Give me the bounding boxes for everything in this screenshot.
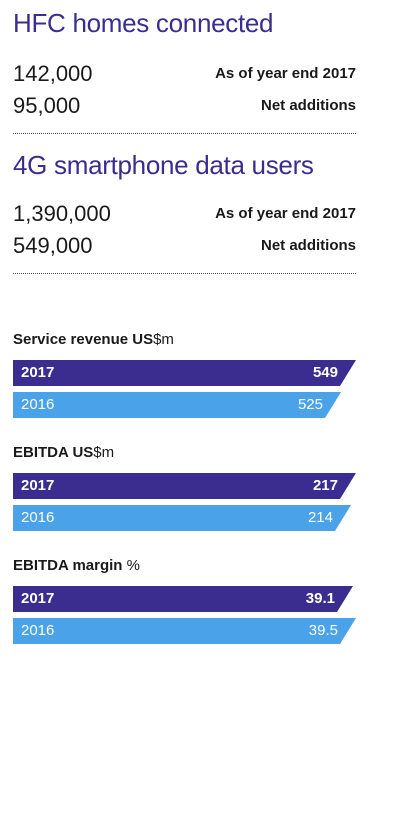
bar-2017: 2017 39.1 — [13, 586, 353, 612]
bar-shape — [13, 473, 356, 499]
bar-2017: 2017 549 — [13, 360, 356, 386]
bar-2017: 2017 217 — [13, 473, 356, 499]
hfc-title: HFC homes connected — [13, 8, 274, 38]
bar-category-label: 2017 — [21, 364, 55, 381]
4g-net-row: 549,000 Net additions — [13, 233, 356, 261]
chart-title-text: EBITDA margin — [13, 557, 123, 574]
hfc-total-label: As of year end 2017 — [215, 65, 356, 82]
hfc-net-value: 95,000 — [13, 93, 81, 118]
bar-2016: 2016 39.5 — [13, 618, 356, 644]
bar-fill — [13, 586, 353, 612]
bar-shape — [13, 586, 353, 612]
chart-title-unit: % — [122, 557, 140, 574]
bar-value-label: 39.5 — [308, 622, 338, 639]
hfc-net-label: Net additions — [260, 97, 356, 114]
bar-shape — [13, 505, 351, 531]
bar-value-label: 39.1 — [305, 590, 335, 607]
4g-net-label: Net additions — [260, 237, 356, 254]
4g-title: 4G smartphone data users — [13, 150, 314, 180]
bar-category-label: 2017 — [21, 590, 55, 607]
bar-category-label: 2017 — [21, 477, 55, 494]
chart-title: EBITDA US$m — [13, 444, 114, 461]
bar-2016: 2016 525 — [13, 392, 341, 418]
bar-value-label: 214 — [307, 509, 333, 526]
4g-total-value: 1,390,000 — [13, 201, 111, 226]
bar-category-label: 2016 — [21, 396, 55, 413]
bar-value-label: 217 — [312, 477, 338, 494]
chart-title-text: EBITDA US — [13, 444, 94, 461]
bar-fill — [13, 473, 356, 499]
bar-category-label: 2016 — [21, 509, 55, 526]
chart-title-text: Service revenue US — [13, 331, 154, 348]
chart-title-unit: $m — [93, 444, 115, 461]
divider — [13, 133, 356, 134]
hfc-net-row: 95,000 Net additions — [13, 93, 356, 121]
divider — [13, 273, 356, 274]
bar-fill — [13, 618, 356, 644]
bar-shape — [13, 360, 356, 386]
bar-2016: 2016 214 — [13, 505, 351, 531]
bar-shape — [13, 392, 341, 418]
4g-net-value: 549,000 — [13, 233, 93, 258]
bar-fill — [13, 360, 356, 386]
chart-title: EBITDA margin % — [13, 557, 140, 574]
bar-value-label: 525 — [297, 396, 323, 413]
hfc-total-value: 142,000 — [13, 61, 93, 86]
chart-title-unit: $m — [153, 331, 174, 348]
bar-category-label: 2016 — [21, 622, 55, 639]
hfc-total-row: 142,000 As of year end 2017 — [13, 61, 356, 89]
bar-value-label: 549 — [312, 364, 338, 381]
bar-shape — [13, 618, 356, 644]
4g-total-label: As of year end 2017 — [215, 205, 356, 222]
chart-title: Service revenue US$m — [13, 331, 174, 348]
bar-fill — [13, 392, 341, 418]
bar-fill — [13, 505, 351, 531]
4g-total-row: 1,390,000 As of year end 2017 — [13, 201, 356, 229]
